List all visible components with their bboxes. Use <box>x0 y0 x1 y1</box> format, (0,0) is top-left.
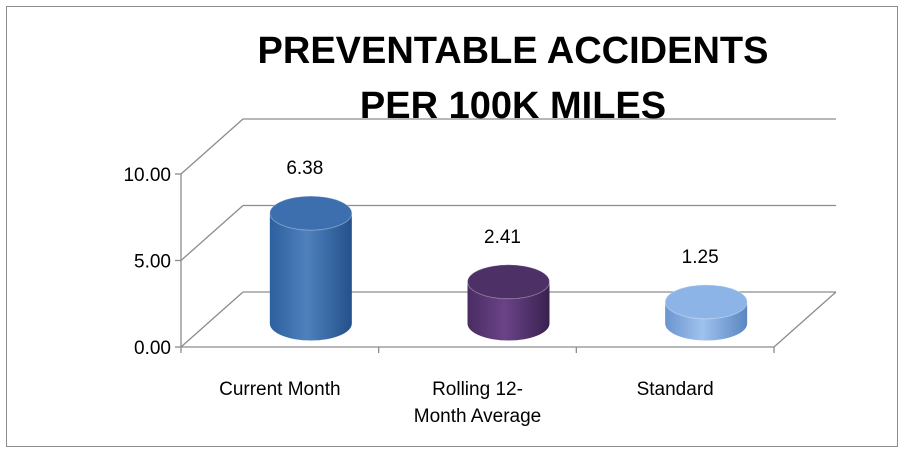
bar-body <box>467 281 550 341</box>
data-label: 2.41 <box>484 227 521 248</box>
y-tick-label: 10.00 <box>123 165 171 186</box>
floor-edge-line <box>773 291 837 348</box>
chart-title-line-1: PREVENTABLE ACCIDENTS <box>258 30 769 72</box>
chart-title-line-2: PER 100K MILES <box>360 85 666 127</box>
gridline-diagonal <box>180 118 244 175</box>
data-label: 6.38 <box>286 158 323 179</box>
category-label: Rolling 12- <box>432 379 523 400</box>
category-label: Current Month <box>219 379 340 400</box>
bar-1 <box>269 195 353 341</box>
gridline-diagonal <box>180 205 244 261</box>
y-tick-label: 0.00 <box>134 338 171 359</box>
bar-3 <box>664 284 748 341</box>
data-label: 1.25 <box>682 247 719 268</box>
y-tick-label: 5.00 <box>134 252 171 273</box>
bar-top <box>269 195 353 231</box>
bars-layer <box>269 195 748 341</box>
chart-area: PREVENTABLE ACCIDENTS PER 100K MILES 0.0… <box>6 6 898 447</box>
category-label: Standard <box>637 379 714 400</box>
chart-svg: PREVENTABLE ACCIDENTS PER 100K MILES 0.0… <box>123 30 837 427</box>
bar-top <box>467 264 550 300</box>
labels-layer: Current Month Rolling 12- Month Average Sta… <box>219 158 719 427</box>
bar-body <box>665 301 748 341</box>
gridline-diagonal <box>180 291 244 348</box>
chart-title: PREVENTABLE ACCIDENTS PER 100K MILES <box>258 30 769 127</box>
category-label: Month Average <box>414 406 541 427</box>
bar-2 <box>467 264 550 341</box>
bar-body <box>269 213 352 341</box>
bar-top <box>664 284 748 320</box>
